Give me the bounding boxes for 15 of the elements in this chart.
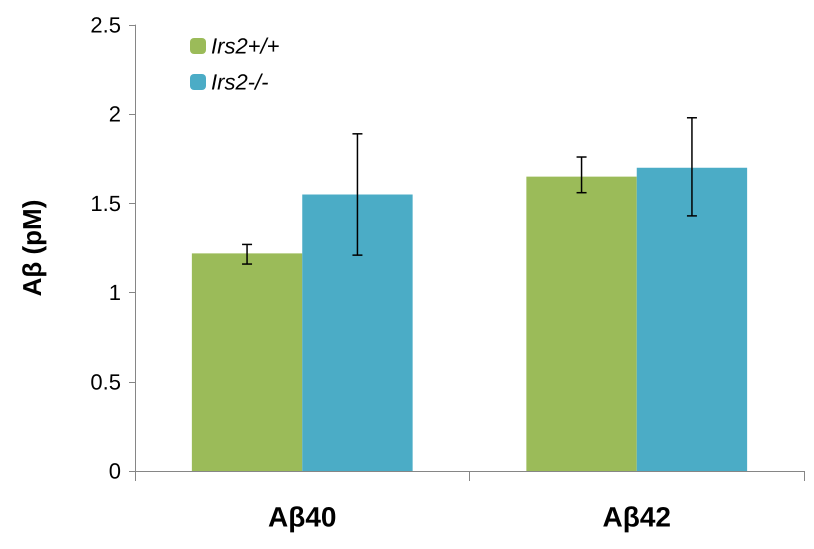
y-tick-label: 0	[108, 458, 121, 484]
bar	[526, 176, 637, 471]
y-axis-title: Aβ (pM)	[17, 200, 47, 296]
y-tick-label: 0.5	[90, 369, 121, 394]
y-tick-label: 2	[108, 102, 121, 127]
bar	[192, 253, 302, 471]
legend-label: Irs2-/-	[211, 70, 268, 94]
y-tick-label: 1.5	[90, 190, 121, 216]
legend-label: Irs2+/+	[211, 34, 280, 58]
bar	[636, 168, 748, 471]
y-tick-label: 1	[108, 280, 121, 306]
y-tick-label: 2.5	[90, 12, 121, 38]
x-tick-label: Aβ40	[268, 502, 336, 532]
x-tick-label: Aβ42	[602, 502, 671, 532]
bar	[302, 194, 413, 471]
